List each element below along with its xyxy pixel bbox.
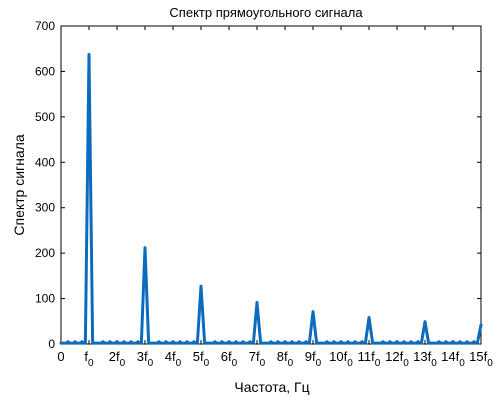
x-tick-label-base: 9f <box>305 349 316 364</box>
x-tick-label-base: f <box>84 349 88 364</box>
x-tick-label-base: 14f <box>441 349 459 364</box>
x-tick-label-base: 7f <box>249 349 260 364</box>
x-tick-label-subscript: 0 <box>347 358 353 369</box>
x-tick-label-base: 2f <box>109 349 120 364</box>
x-tick-label-base: 8f <box>277 349 288 364</box>
x-tick-label-subscript: 0 <box>288 358 294 369</box>
x-tick-label: 15f0 <box>469 349 493 369</box>
x-tick-label: 4f0 <box>165 349 182 369</box>
x-axis: 0 f0 2f0 3f0 4f0 5f0 6f0 7f0 8f0 9f0 10f0 11f0 12f0 1… <box>57 26 493 369</box>
x-tick-label: 9f0 <box>305 349 322 369</box>
harmonic-peak-point <box>87 53 91 57</box>
x-tick-label-base: 10f <box>329 349 347 364</box>
x-tick-label-subscript: 0 <box>120 358 126 369</box>
x-tick-label: 6f0 <box>221 349 238 369</box>
harmonic-peaks <box>87 53 483 327</box>
x-tick-label-subscript: 0 <box>176 358 182 369</box>
x-axis-label: Частота, Гц <box>234 379 309 395</box>
y-axis-label: Спектр сигнала <box>11 134 27 235</box>
harmonic-peak-point <box>143 246 147 250</box>
harmonic-peak-point <box>423 320 427 324</box>
harmonic-peak-point <box>367 316 371 320</box>
x-tick-label: 11f0 <box>358 349 381 369</box>
x-tick-label: 14f0 <box>441 349 465 369</box>
y-tick-label: 600 <box>35 64 55 78</box>
x-tick-label-subscript: 0 <box>260 358 266 369</box>
y-tick-label: 200 <box>35 246 55 260</box>
y-axis: 0 100 200 300 400 500 600 700 <box>35 19 481 351</box>
y-tick-label: 400 <box>35 155 55 169</box>
x-tick-label-subscript: 0 <box>88 358 94 369</box>
x-tick-label: 7f0 <box>249 349 266 369</box>
x-tick-label: 5f0 <box>193 349 210 369</box>
y-tick-label: 0 <box>48 337 55 351</box>
x-tick-label-base: 3f <box>137 349 148 364</box>
x-tick-label-subscript: 0 <box>375 358 381 369</box>
x-tick-label: 3f0 <box>137 349 154 369</box>
x-tick-label: f0 <box>84 349 94 369</box>
harmonic-peak-point <box>199 284 203 288</box>
y-tick-label: 300 <box>35 201 55 215</box>
x-tick-label-subscript: 0 <box>403 358 409 369</box>
y-tick-label: 500 <box>35 110 55 124</box>
x-tick-label: 13f0 <box>413 349 437 369</box>
chart-title: Спектр прямоугольного сигнала <box>169 5 363 20</box>
y-tick-label: 100 <box>35 292 55 306</box>
x-tick-label: 10f0 <box>329 349 353 369</box>
plot-area <box>60 25 482 345</box>
x-tick-label: 8f0 <box>277 349 294 369</box>
harmonic-peak-point <box>311 310 315 314</box>
harmonic-peak-point <box>255 301 259 305</box>
x-tick-label: 0 <box>57 349 64 364</box>
x-tick-label-subscript: 0 <box>232 358 238 369</box>
x-tick-label-subscript: 0 <box>459 358 465 369</box>
y-tick-label: 700 <box>35 19 55 33</box>
harmonic-peak-point <box>479 323 483 327</box>
x-tick-label-base: 5f <box>193 349 204 364</box>
x-tick-label: 2f0 <box>109 349 126 369</box>
x-tick-label-base: 11f <box>358 349 375 364</box>
x-tick-label-subscript: 0 <box>316 358 322 369</box>
x-tick-label-base: 13f <box>413 349 431 364</box>
spectrum-line <box>59 53 483 345</box>
x-tick-label-base: 6f <box>221 349 232 364</box>
x-tick-label-base: 12f <box>385 349 403 364</box>
x-tick-label-subscript: 0 <box>204 358 210 369</box>
x-tick-label-subscript: 0 <box>487 358 493 369</box>
x-tick-label-subscript: 0 <box>148 358 154 369</box>
x-tick-label-subscript: 0 <box>431 358 437 369</box>
x-tick-label-base: 15f <box>469 349 487 364</box>
x-tick-label-base: 0 <box>57 349 64 364</box>
x-tick-label-base: 4f <box>165 349 176 364</box>
x-tick-label: 12f0 <box>385 349 409 369</box>
